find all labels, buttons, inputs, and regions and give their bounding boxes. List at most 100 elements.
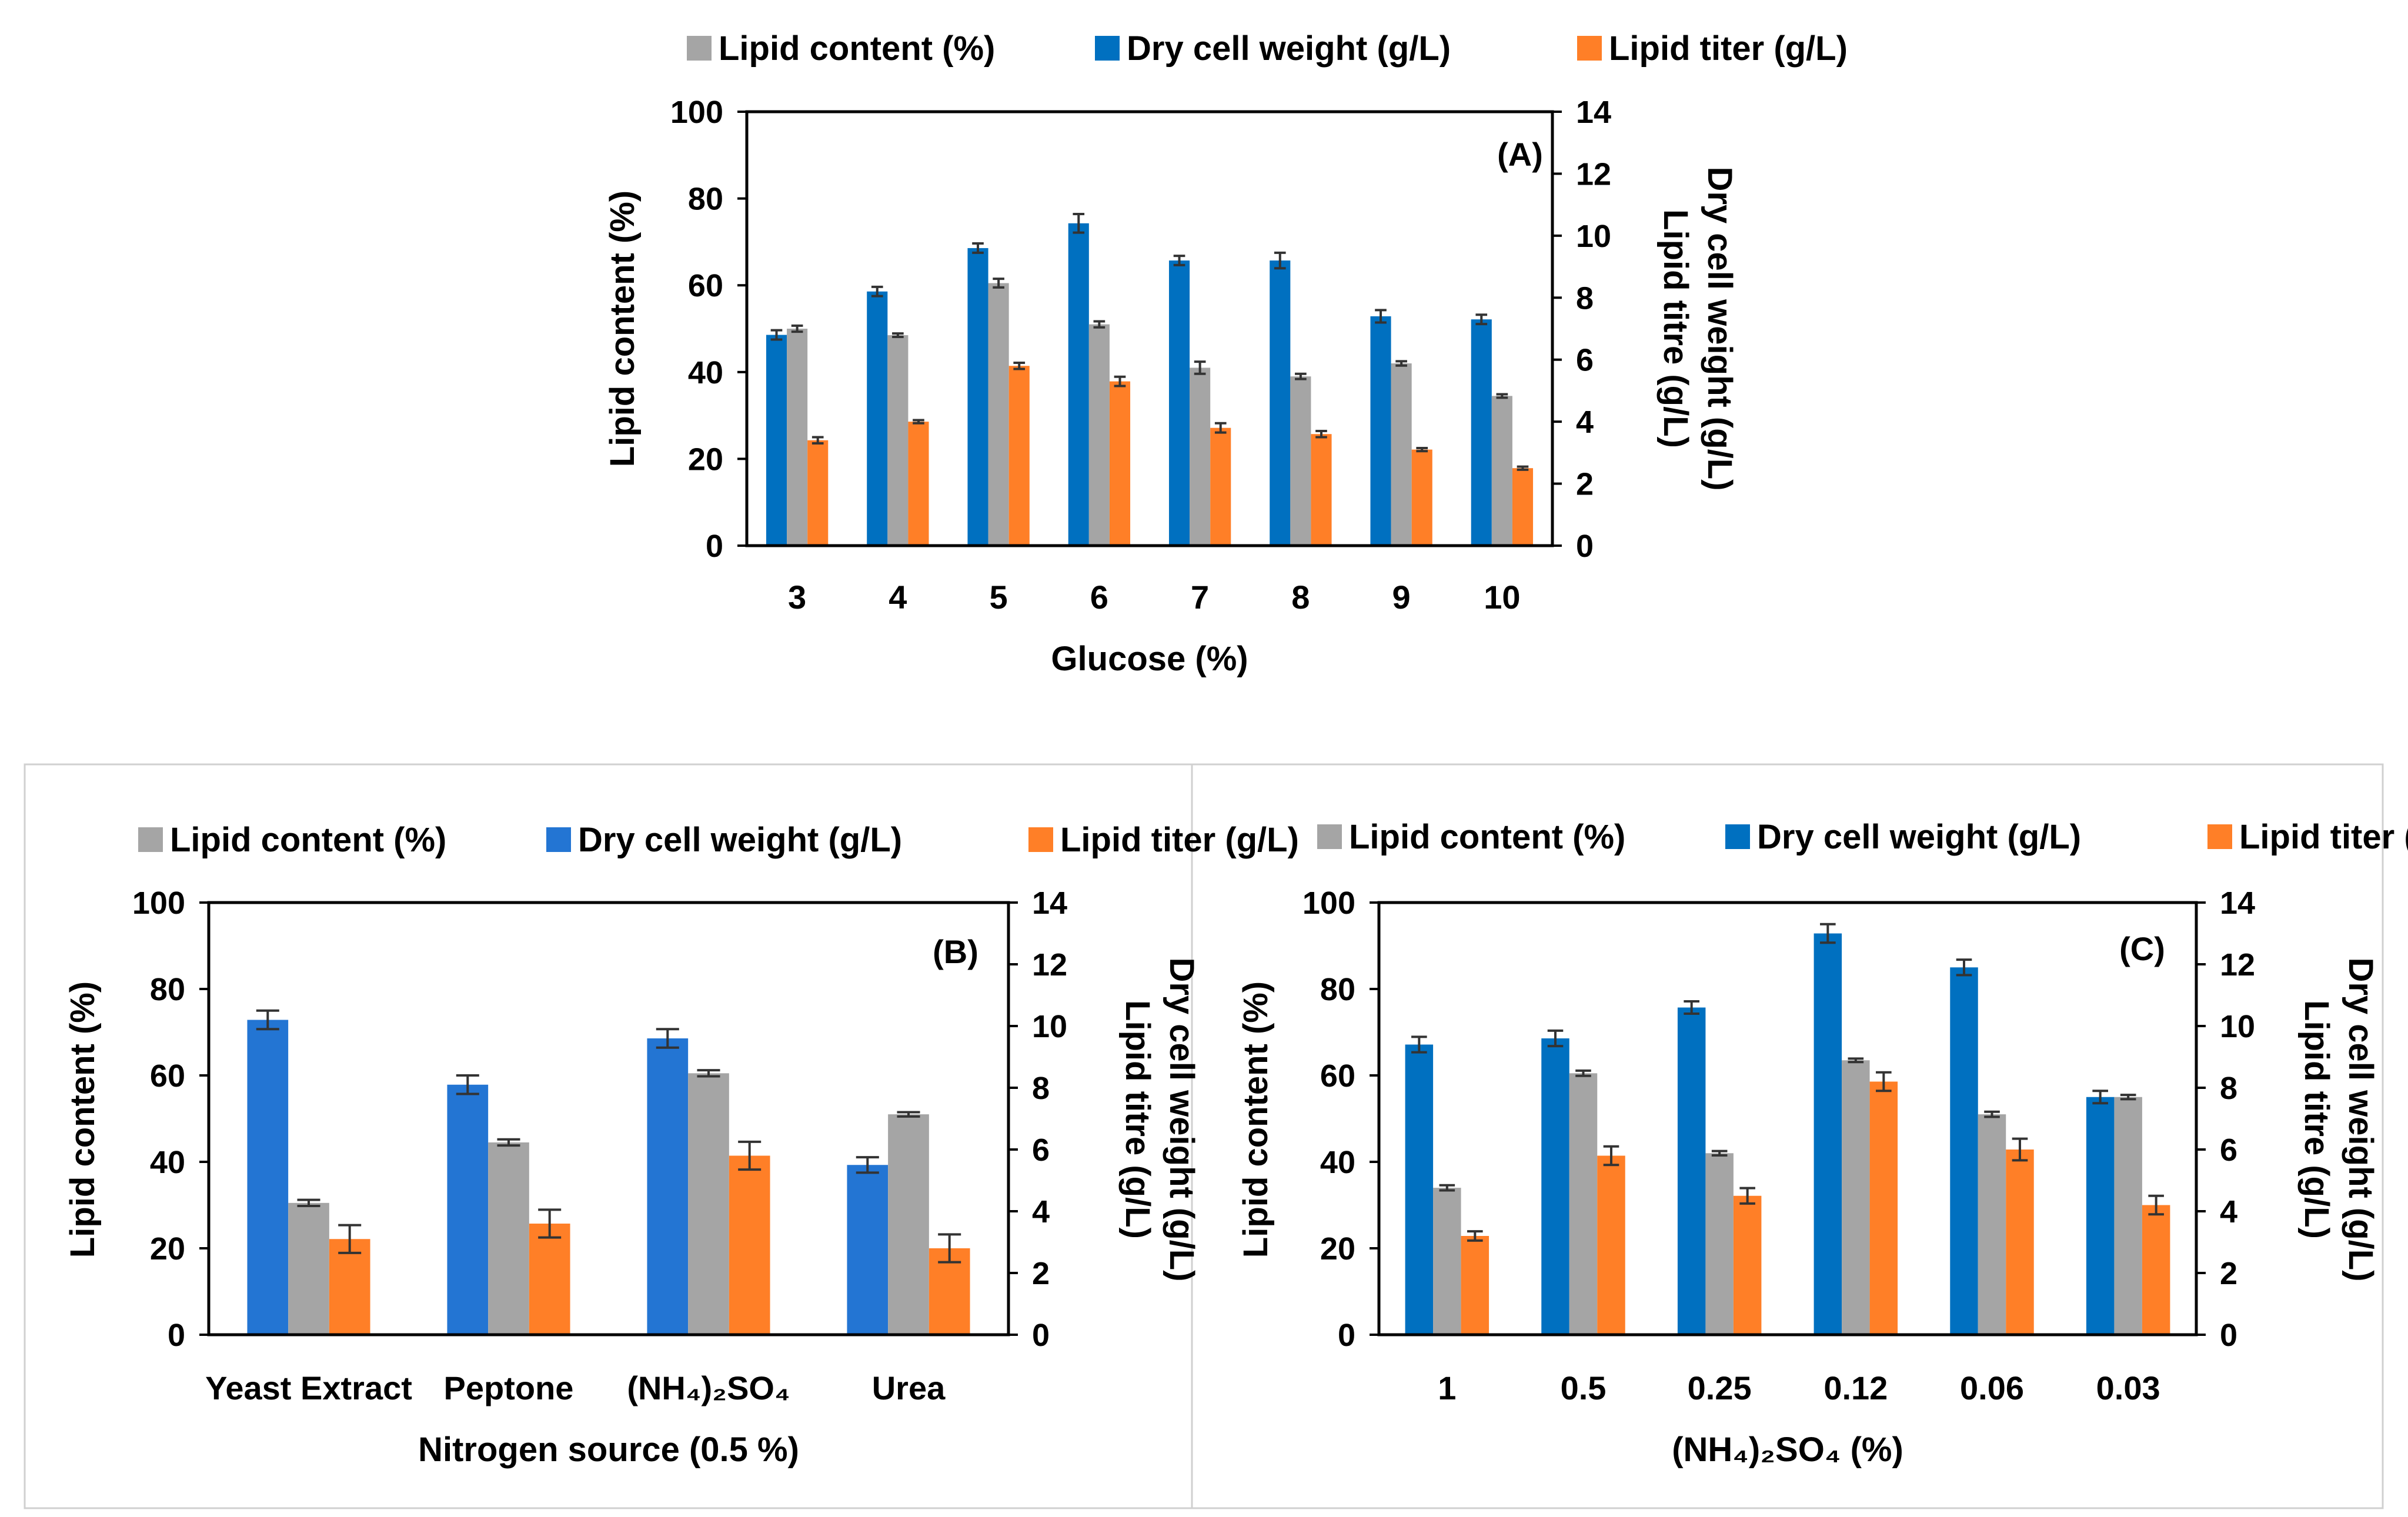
right-tick-label-c-1: 2: [2220, 1256, 2237, 1291]
error-bar-a-1-5: [1295, 372, 1307, 380]
bar-c-1-5: [2114, 1097, 2142, 1335]
right-tick-label-b-1: 2: [1032, 1256, 1050, 1291]
category-label-b-0: Yeast Extract: [205, 1369, 412, 1406]
legend-label-a-2: Lipid titer (g/L): [1609, 29, 1848, 68]
category-label-a-0: 3: [788, 579, 806, 616]
y-axis-title-right-2-b: Lipid titre (g/L): [1118, 1000, 1157, 1239]
legend-label-c-0: Lipid content (%): [1349, 818, 1625, 856]
error-bar-a-2-0: [811, 436, 824, 445]
category-label-c-0: 1: [1438, 1369, 1456, 1406]
error-bar-b-0-0: [256, 1009, 279, 1031]
bar-a-2-5: [1311, 434, 1332, 546]
left-tick-label-a-5: 100: [670, 95, 723, 130]
category-label-b-1: Peptone: [444, 1369, 574, 1406]
error-bar-c-1-0: [1439, 1184, 1455, 1192]
error-bar-c-0-5: [2092, 1090, 2108, 1105]
bar-a-0-0: [766, 335, 787, 546]
error-bar-a-1-7: [1496, 393, 1508, 399]
error-bar-c-1-4: [1984, 1110, 2000, 1118]
right-tick-label-b-7: 14: [1032, 886, 1067, 921]
bar-a-1-0: [787, 329, 808, 546]
right-tick-label-c-4: 8: [2220, 1071, 2237, 1106]
error-bar-b-1-2: [697, 1069, 720, 1078]
error-bar-a-2-4: [1214, 422, 1227, 434]
error-bar-b-2-2: [738, 1140, 762, 1171]
error-bar-c-1-3: [1848, 1057, 1864, 1064]
left-tick-label-b-1: 20: [150, 1231, 185, 1267]
error-bar-c-0-2: [1684, 1000, 1699, 1015]
right-tick-label-a-7: 14: [1576, 95, 1611, 130]
category-label-a-3: 6: [1090, 579, 1108, 616]
legend-swatch-a-1: [1095, 36, 1120, 61]
right-tick-label-b-6: 12: [1032, 947, 1067, 983]
bar-c-0-4: [1950, 967, 1978, 1335]
bar-a-1-1: [887, 335, 909, 546]
legend-label-b-0: Lipid content (%): [170, 821, 446, 859]
category-label-c-1: 0.5: [1561, 1369, 1607, 1406]
bar-c-0-3: [1813, 933, 1842, 1335]
error-bar-a-1-1: [892, 332, 904, 339]
error-bar-a-0-5: [1274, 251, 1286, 270]
legend-label-a-1: Dry cell weight (g/L): [1127, 29, 1451, 68]
bar-a-2-4: [1210, 427, 1231, 546]
y-axis-title-left-b: Lipid content (%): [64, 981, 102, 1258]
left-tick-label-c-1: 20: [1320, 1231, 1355, 1267]
right-tick-label-a-5: 10: [1576, 219, 1611, 254]
legend-swatch-b-2: [1028, 827, 1053, 852]
bar-c-2-0: [1461, 1236, 1489, 1335]
bar-a-0-5: [1270, 260, 1291, 546]
legend-swatch-b-1: [546, 827, 571, 852]
error-bar-a-2-6: [1416, 446, 1428, 453]
y-axis-title-right-1-b: Dry cell weight (g/L): [1163, 957, 1201, 1281]
bar-a-0-7: [1471, 319, 1492, 546]
legend-label-b-1: Dry cell weight (g/L): [578, 821, 902, 859]
error-bar-a-0-3: [1073, 212, 1085, 234]
bar-a-1-3: [1088, 324, 1110, 546]
bar-a-0-2: [967, 248, 988, 546]
error-bar-a-2-7: [1517, 465, 1529, 471]
bar-b-1-3: [888, 1114, 929, 1335]
legend-swatch-c-0: [1317, 824, 1342, 849]
right-tick-label-a-4: 8: [1576, 280, 1594, 316]
left-tick-label-b-4: 80: [150, 972, 185, 1007]
bar-b-2-0: [329, 1239, 370, 1335]
bar-b-0-1: [447, 1084, 489, 1335]
bar-c-1-1: [1569, 1073, 1598, 1335]
right-tick-label-a-0: 0: [1576, 529, 1594, 564]
left-tick-label-a-0: 0: [706, 529, 723, 564]
error-bar-a-0-0: [770, 329, 783, 341]
x-axis-title-c: (NH₄)₂SO₄ (%): [1672, 1431, 1903, 1469]
x-axis-title-a: Glucose (%): [1051, 640, 1248, 678]
legend-label-b-2: Lipid titer (g/L): [1060, 821, 1299, 859]
right-tick-label-c-5: 10: [2220, 1009, 2255, 1044]
bar-a-1-4: [1190, 367, 1211, 546]
bar-c-2-4: [2006, 1150, 2034, 1335]
error-bar-b-1-1: [497, 1138, 520, 1147]
right-tick-label-c-2: 4: [2220, 1194, 2237, 1229]
bar-a-1-2: [988, 283, 1009, 546]
error-bar-c-2-4: [2012, 1137, 2028, 1162]
bar-c-1-2: [1705, 1153, 1734, 1335]
bar-c-2-2: [1733, 1195, 1762, 1335]
bar-a-0-6: [1370, 316, 1391, 546]
error-bar-c-1-1: [1575, 1069, 1591, 1077]
bars-c: [1405, 923, 2170, 1335]
right-tick-label-c-0: 0: [2220, 1318, 2237, 1353]
y-axis-title-right-1-a: Dry cell weight (g/L): [1701, 166, 1739, 490]
legend-swatch-a-0: [687, 36, 712, 61]
left-tick-label-c-3: 60: [1320, 1058, 1355, 1094]
error-bar-b-1-3: [897, 1111, 920, 1118]
right-tick-label-b-5: 10: [1032, 1009, 1067, 1044]
bar-b-0-0: [247, 1020, 289, 1335]
bar-b-2-2: [729, 1155, 770, 1335]
error-bar-a-1-0: [791, 324, 803, 333]
left-tick-label-c-5: 100: [1302, 886, 1355, 921]
bar-b-0-2: [647, 1038, 689, 1335]
right-tick-label-b-0: 0: [1032, 1318, 1050, 1353]
error-bar-b-0-3: [856, 1156, 879, 1174]
bar-a-1-5: [1290, 376, 1311, 546]
error-bar-a-2-5: [1315, 429, 1327, 439]
legend-b: Lipid content (%) Dry cell weight (g/L) Li…: [138, 821, 1299, 859]
left-tick-label-a-4: 80: [688, 182, 723, 217]
